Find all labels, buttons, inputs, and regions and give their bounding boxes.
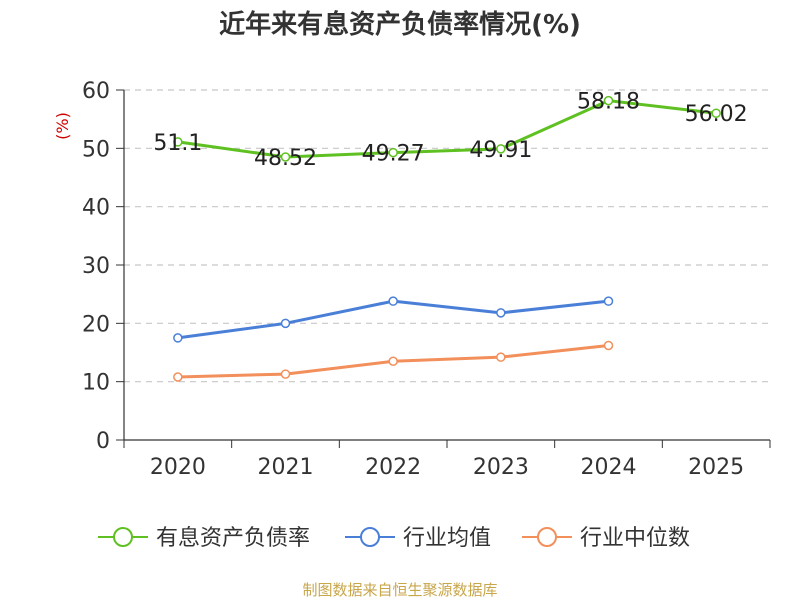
data-point [711,108,721,118]
data-point [388,296,398,306]
legend-label: 行业均值 [403,526,491,551]
legend-swatch-marker [537,527,557,547]
data-point [173,333,183,343]
data-label: 56.02 [685,102,748,127]
legend-item-1: 有息资产负债率 [98,526,310,551]
y-tick-label: 0 [96,429,110,454]
data-point [280,152,291,162]
data-point [496,308,506,318]
series-2 [173,296,614,343]
y-axis-label: (%) [53,112,72,140]
data-point [603,95,614,106]
legend-item-2: 行业均值 [345,526,491,551]
x-tick-label: 2024 [581,455,637,480]
source-note: 制图数据来自恒生聚源数据库 [302,581,497,599]
legend-swatch-marker [360,527,380,547]
y-tick-label: 10 [82,371,110,396]
series-3 [173,340,614,382]
data-point [603,340,614,351]
series-line [177,99,717,159]
data-point [173,372,183,382]
legend-swatch-marker [113,527,133,547]
y-tick-label: 40 [82,196,110,221]
y-tick-label: 60 [82,79,110,104]
series-1: 51.1 48.52 49.27 49.91 58.18 56.02 [153,90,747,171]
legend-label: 有息资产负债率 [156,526,310,551]
data-point [388,356,398,366]
y-tick-label: 20 [82,312,110,337]
chart-title: 近年来有息资产负债率情况(%) [219,9,581,40]
axes: 0 10 20 30 40 50 60 2020 2021 2022 2023 2024 2025 [82,79,771,480]
y-tick-label: 30 [82,254,110,279]
legend-item-3: 行业中位数 [522,526,690,551]
x-tick-label: 2020 [150,455,206,480]
legend-label: 行业中位数 [580,526,690,551]
data-point [603,296,614,306]
data-point [496,144,506,154]
series-line [177,299,609,340]
data-point [388,147,398,158]
data-label: 51.1 [153,131,202,156]
data-label: 49.91 [469,138,532,163]
y-tick-label: 50 [82,137,110,162]
grid-lines [124,89,770,383]
legend: 有息资产负债率 行业均值 行业中位数 [98,526,690,551]
x-tick-label: 2021 [258,455,314,480]
data-label: 48.52 [254,146,317,171]
x-tick-label: 2025 [688,455,744,480]
data-point [280,318,291,329]
x-tick-label: 2023 [473,455,529,480]
data-point [280,369,291,379]
data-label: 58.18 [577,90,640,115]
x-tick-label: 2022 [365,455,421,480]
data-point [173,137,183,147]
data-point [496,352,506,362]
series-layer: 51.1 48.52 49.27 49.91 58.18 56.02 [153,90,748,382]
data-label: 49.27 [362,142,425,167]
